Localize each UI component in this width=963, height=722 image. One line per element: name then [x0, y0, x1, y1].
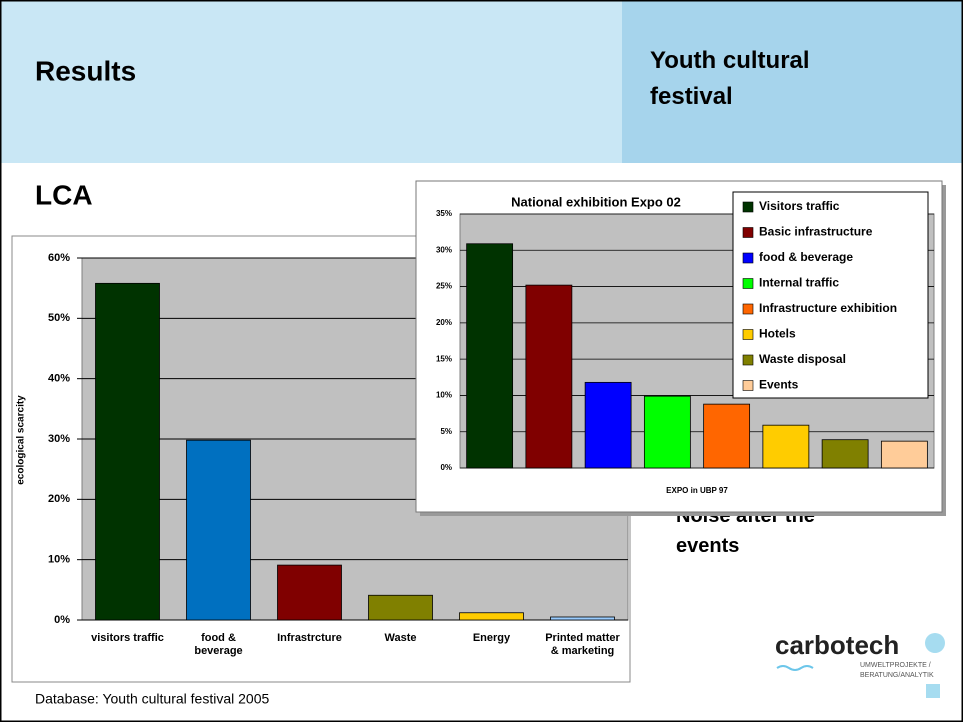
- header-band: [1, 1, 622, 163]
- legend-swatch: [742, 329, 754, 340]
- x-tick-label: visitors traffic: [91, 632, 164, 644]
- bar: [584, 381, 632, 469]
- logo-tagline: BERATUNG/ANALYTIK: [860, 672, 934, 679]
- legend-label: Basic infrastructure: [759, 225, 873, 239]
- legend-label: Waste disposal: [759, 352, 846, 366]
- logo-name: carbotech: [775, 630, 899, 660]
- y-tick-label: 50%: [48, 312, 70, 324]
- bar: [703, 403, 751, 469]
- y-tick-label: 15%: [436, 354, 452, 363]
- legend-label: Visitors traffic: [759, 199, 840, 213]
- bar: [643, 395, 691, 469]
- legend-label: Events: [759, 378, 799, 392]
- y-tick-label: 0%: [54, 614, 70, 626]
- bar: [459, 612, 524, 621]
- legend-box: [732, 191, 929, 399]
- x-category-label: EXPO in UBP 97: [666, 486, 728, 495]
- bar: [466, 243, 514, 469]
- x-tick-label: Energy: [473, 632, 511, 644]
- y-tick-label: 20%: [436, 318, 452, 327]
- footer: Database: Youth cultural festival 2005: [35, 691, 269, 707]
- chart-title: National exhibition Expo 02: [511, 194, 681, 209]
- bar: [821, 439, 869, 469]
- slide-subtitle: Youth cultural festival: [650, 47, 810, 110]
- bar: [368, 594, 433, 621]
- y-tick-label: 40%: [48, 373, 70, 385]
- y-tick-label: 30%: [48, 433, 70, 445]
- logo-square: [926, 684, 940, 698]
- x-tick-label: Infrastrcture: [277, 632, 342, 644]
- logo-tagline: UMWELTPROJEKTE /: [860, 662, 931, 669]
- legend-label: Hotels: [759, 327, 796, 341]
- legend-swatch: [742, 278, 754, 289]
- y-tick-label: 30%: [436, 245, 452, 254]
- logo-wave: [776, 665, 814, 671]
- y-axis-label: ecological scarcity: [16, 395, 27, 485]
- slide-title: Results: [35, 55, 136, 86]
- x-tick-label: Waste: [385, 632, 417, 644]
- logo-circle: [925, 633, 945, 653]
- y-tick-label: 5%: [440, 427, 452, 436]
- legend-swatch: [742, 354, 754, 366]
- bar: [880, 440, 928, 469]
- bar: [95, 282, 160, 621]
- legend-swatch: [742, 380, 754, 391]
- y-tick-label: 20%: [48, 493, 70, 505]
- legend-swatch: [742, 201, 754, 213]
- legend-label: Infrastructure exhibition: [759, 301, 897, 315]
- x-tick-label: food & beverage: [194, 632, 242, 657]
- header-band-right: [622, 1, 962, 163]
- bar: [277, 564, 342, 621]
- legend-swatch: [742, 303, 754, 315]
- y-tick-label: 10%: [436, 391, 452, 400]
- y-tick-label: 60%: [48, 252, 70, 264]
- y-tick-label: 25%: [436, 282, 452, 291]
- legend-label: Internal traffic: [759, 276, 839, 290]
- bar: [550, 616, 615, 621]
- y-tick-label: 10%: [48, 554, 70, 566]
- section-title: LCA: [35, 179, 93, 210]
- legend-swatch: [742, 252, 754, 264]
- bar: [186, 439, 251, 621]
- legend-swatch: [742, 227, 754, 238]
- y-tick-label: 0%: [440, 463, 452, 472]
- bar: [525, 284, 573, 469]
- legend-label: food & beverage: [759, 250, 853, 264]
- bar: [762, 424, 810, 469]
- x-tick-label: Printed matter & marketing: [545, 632, 620, 657]
- y-tick-label: 35%: [436, 209, 452, 218]
